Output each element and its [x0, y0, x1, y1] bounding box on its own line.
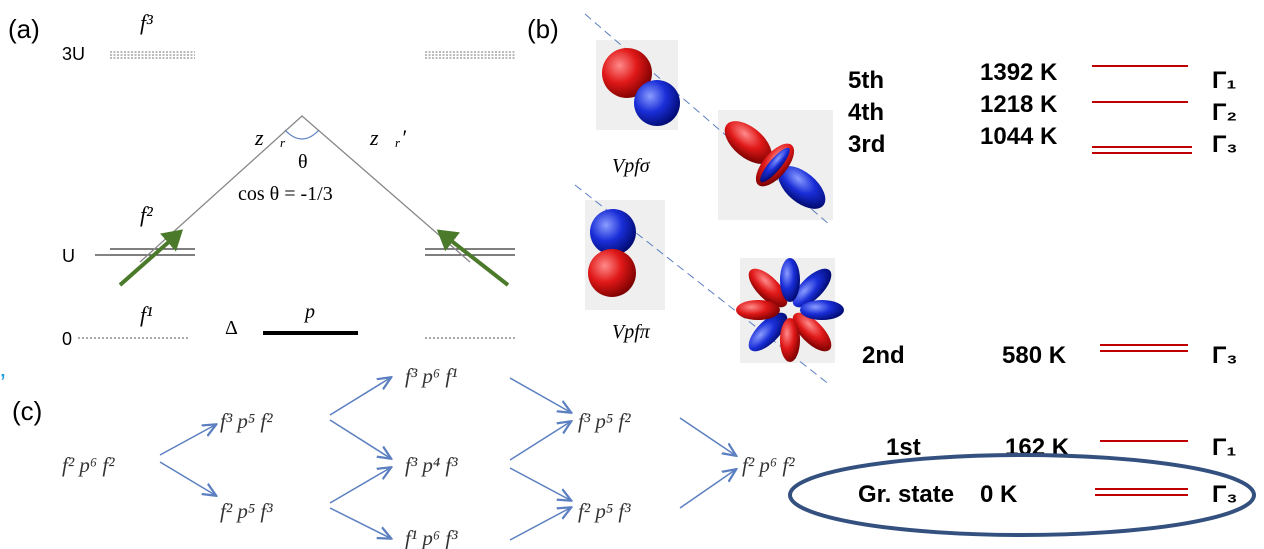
shape: [330, 378, 390, 415]
level-name: 2nd: [862, 342, 905, 369]
cos-label: cos θ = -1/3: [238, 183, 333, 205]
level-symmetry: Γ₃: [1212, 131, 1238, 158]
level-name: 5th: [848, 67, 884, 94]
coupling-label: Vpfσ: [612, 155, 651, 177]
level-energy: 1218 K: [980, 91, 1058, 118]
delta-label: Δ: [225, 317, 238, 339]
level-symmetry: Γ₁: [1212, 434, 1236, 461]
shape: [680, 470, 735, 508]
level-symmetry: Γ₂: [1212, 99, 1237, 126]
level-name: Gr. state: [858, 481, 954, 508]
shape: [510, 508, 570, 540]
level-label: 0: [62, 329, 72, 349]
panel-b: (b) Vpfσ Vpfπ: [527, 14, 844, 385]
p-label: p: [303, 301, 315, 323]
config-node: f² p⁶ f²: [742, 453, 795, 477]
shape: [780, 318, 800, 362]
arrow: [440, 232, 508, 285]
level-scheme: 5th 1392 K Γ₁ 4th 1218 K Γ₂ 3rd 1044 K Γ…: [790, 59, 1254, 535]
orbital: [588, 249, 636, 297]
vector-label: z⃗ᵣ: [254, 125, 286, 150]
level-symmetry: Γ₃: [1212, 481, 1238, 508]
level-energy: 580 K: [1002, 342, 1067, 369]
level-energy: 1044 K: [980, 123, 1058, 150]
body: (a) f³ 3U U 0 f² f¹ z⃗ᵣ z⃗ᵣ′ θ cos θ = -…: [0, 0, 1264, 549]
shape: [780, 258, 800, 302]
config-node: f³ p⁶ f¹: [405, 364, 458, 388]
panel-a: (a) f³ 3U U 0 f² f¹ z⃗ᵣ z⃗ᵣ′ θ cos θ = -…: [8, 10, 515, 349]
vector-label: z⃗ᵣ′: [369, 125, 407, 150]
shape: [330, 468, 390, 503]
coupling-label: Vpfπ: [612, 321, 651, 343]
level-name: 3rd: [848, 131, 885, 158]
level-symmetry: Γ₃: [1212, 342, 1238, 369]
panel-c: ’ (c) f² p⁶ f² f³ p⁵ f² f² p⁵ f³ f³ p⁶ f…: [0, 364, 795, 549]
level-name: 4th: [848, 99, 884, 126]
shape: [680, 418, 735, 455]
config-node: f³ p⁵ f²: [220, 409, 273, 433]
level-3u: [110, 52, 515, 58]
shape: [510, 422, 570, 460]
level-name: 1st: [886, 434, 921, 461]
config-node: f³ p⁴ f³: [405, 453, 458, 477]
shape: [510, 378, 570, 412]
stray-mark: ’: [0, 368, 6, 398]
config-node: f¹ p⁶ f³: [405, 526, 458, 549]
shape: [160, 425, 215, 455]
level-energy: 1392 K: [980, 59, 1058, 86]
level-symmetry: Γ₁: [1212, 67, 1236, 94]
shape: [800, 300, 844, 320]
panel-label: (a): [8, 14, 40, 44]
config-label: f¹: [140, 302, 153, 327]
orbital: [634, 80, 680, 126]
panel-label: (c): [12, 396, 42, 426]
angle-arc: [285, 130, 319, 139]
config-label: f³: [140, 10, 153, 35]
shape: [160, 462, 215, 495]
angle-label: θ: [298, 151, 308, 173]
level-energy: 0 K: [980, 481, 1018, 508]
config-node: f² p⁵ f³: [220, 499, 273, 523]
config-label: f²: [140, 202, 153, 227]
page: {"panel_a": {"label": "(a)", "level_3u":…: [0, 0, 1264, 549]
figure: (a) f³ 3U U 0 f² f¹ z⃗ᵣ z⃗ᵣ′ θ cos θ = -…: [0, 0, 1264, 549]
config-node: f² p⁶ f²: [62, 453, 115, 477]
panel-label: (b): [527, 14, 559, 44]
shape: [330, 420, 390, 458]
level-label: 3U: [62, 44, 85, 64]
config-node: f² p⁵ f³: [578, 499, 631, 523]
arrow: [120, 232, 180, 285]
level-label: U: [62, 246, 75, 266]
shape: [510, 468, 570, 500]
shape: [330, 508, 390, 538]
config-node: f³ p⁵ f²: [578, 409, 631, 433]
orbital: [590, 209, 636, 255]
shape: [736, 300, 780, 320]
